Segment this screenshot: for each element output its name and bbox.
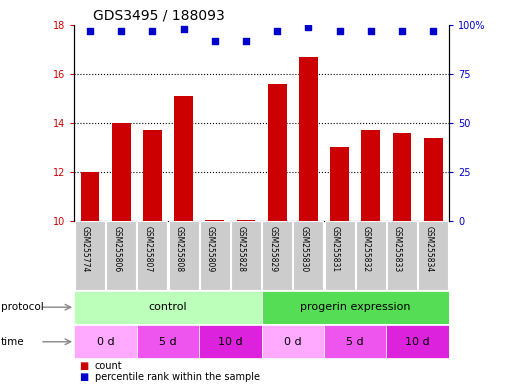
Bar (324, 325, 386, 358)
Point (429, 28, 438, 34)
Point (211, 38, 219, 44)
Text: GDS3495 / 188093: GDS3495 / 188093 (93, 8, 225, 22)
Bar (143, 130, 162, 221)
Point (86, 28, 94, 34)
Text: 0 d: 0 d (284, 337, 302, 347)
Text: GSM255833: GSM255833 (393, 226, 402, 273)
Text: GSM255829: GSM255829 (268, 226, 277, 273)
Point (273, 28, 281, 34)
Bar (424, 137, 443, 221)
Bar (74, 325, 137, 358)
Bar (199, 325, 262, 358)
Text: GSM255828: GSM255828 (237, 226, 246, 272)
Bar (386, 325, 449, 358)
Text: control: control (149, 302, 187, 312)
Bar (112, 123, 130, 221)
Bar (169, 221, 199, 290)
Bar (106, 221, 136, 290)
Bar (325, 221, 354, 290)
Point (304, 24, 312, 30)
Text: GSM255834: GSM255834 (424, 226, 433, 273)
Bar (75, 221, 105, 290)
Bar (262, 291, 449, 324)
Text: 5 d: 5 d (159, 337, 177, 347)
Bar (262, 325, 324, 358)
Text: GSM255809: GSM255809 (206, 226, 215, 273)
Point (398, 28, 406, 34)
Point (242, 38, 250, 44)
Text: 10 d: 10 d (405, 337, 430, 347)
Point (180, 26, 188, 32)
Point (148, 28, 156, 34)
Bar (74, 291, 262, 324)
Text: progerin expression: progerin expression (300, 302, 410, 312)
Text: GSM255808: GSM255808 (174, 226, 184, 273)
Text: time: time (1, 337, 25, 347)
Bar (356, 221, 386, 290)
Text: 5 d: 5 d (346, 337, 364, 347)
Text: 10 d: 10 d (218, 337, 243, 347)
Bar (262, 221, 292, 290)
Bar (330, 147, 349, 221)
Text: GSM255831: GSM255831 (331, 226, 340, 273)
Text: GSM255832: GSM255832 (362, 226, 371, 273)
Text: 0 d: 0 d (97, 337, 114, 347)
Bar (231, 221, 261, 290)
Bar (362, 130, 380, 221)
Bar (137, 221, 167, 290)
Bar (200, 221, 230, 290)
Bar (387, 221, 417, 290)
Bar (81, 172, 100, 221)
Text: GSM255806: GSM255806 (112, 226, 121, 273)
Bar (392, 133, 411, 221)
Text: protocol: protocol (1, 302, 44, 312)
Bar (299, 57, 318, 221)
Bar (205, 220, 224, 221)
Bar (293, 221, 323, 290)
Text: GSM255830: GSM255830 (300, 226, 308, 273)
Bar (268, 84, 287, 221)
Bar (137, 325, 199, 358)
Text: GSM255807: GSM255807 (144, 226, 152, 273)
Point (117, 28, 125, 34)
Text: ■: ■ (80, 372, 89, 382)
Text: percentile rank within the sample: percentile rank within the sample (95, 372, 260, 382)
Bar (174, 96, 193, 221)
Point (367, 28, 375, 34)
Text: GSM255774: GSM255774 (81, 226, 90, 273)
Text: count: count (95, 361, 123, 371)
Point (336, 28, 344, 34)
Bar (236, 220, 255, 221)
Text: ■: ■ (80, 361, 89, 371)
Bar (418, 221, 448, 290)
